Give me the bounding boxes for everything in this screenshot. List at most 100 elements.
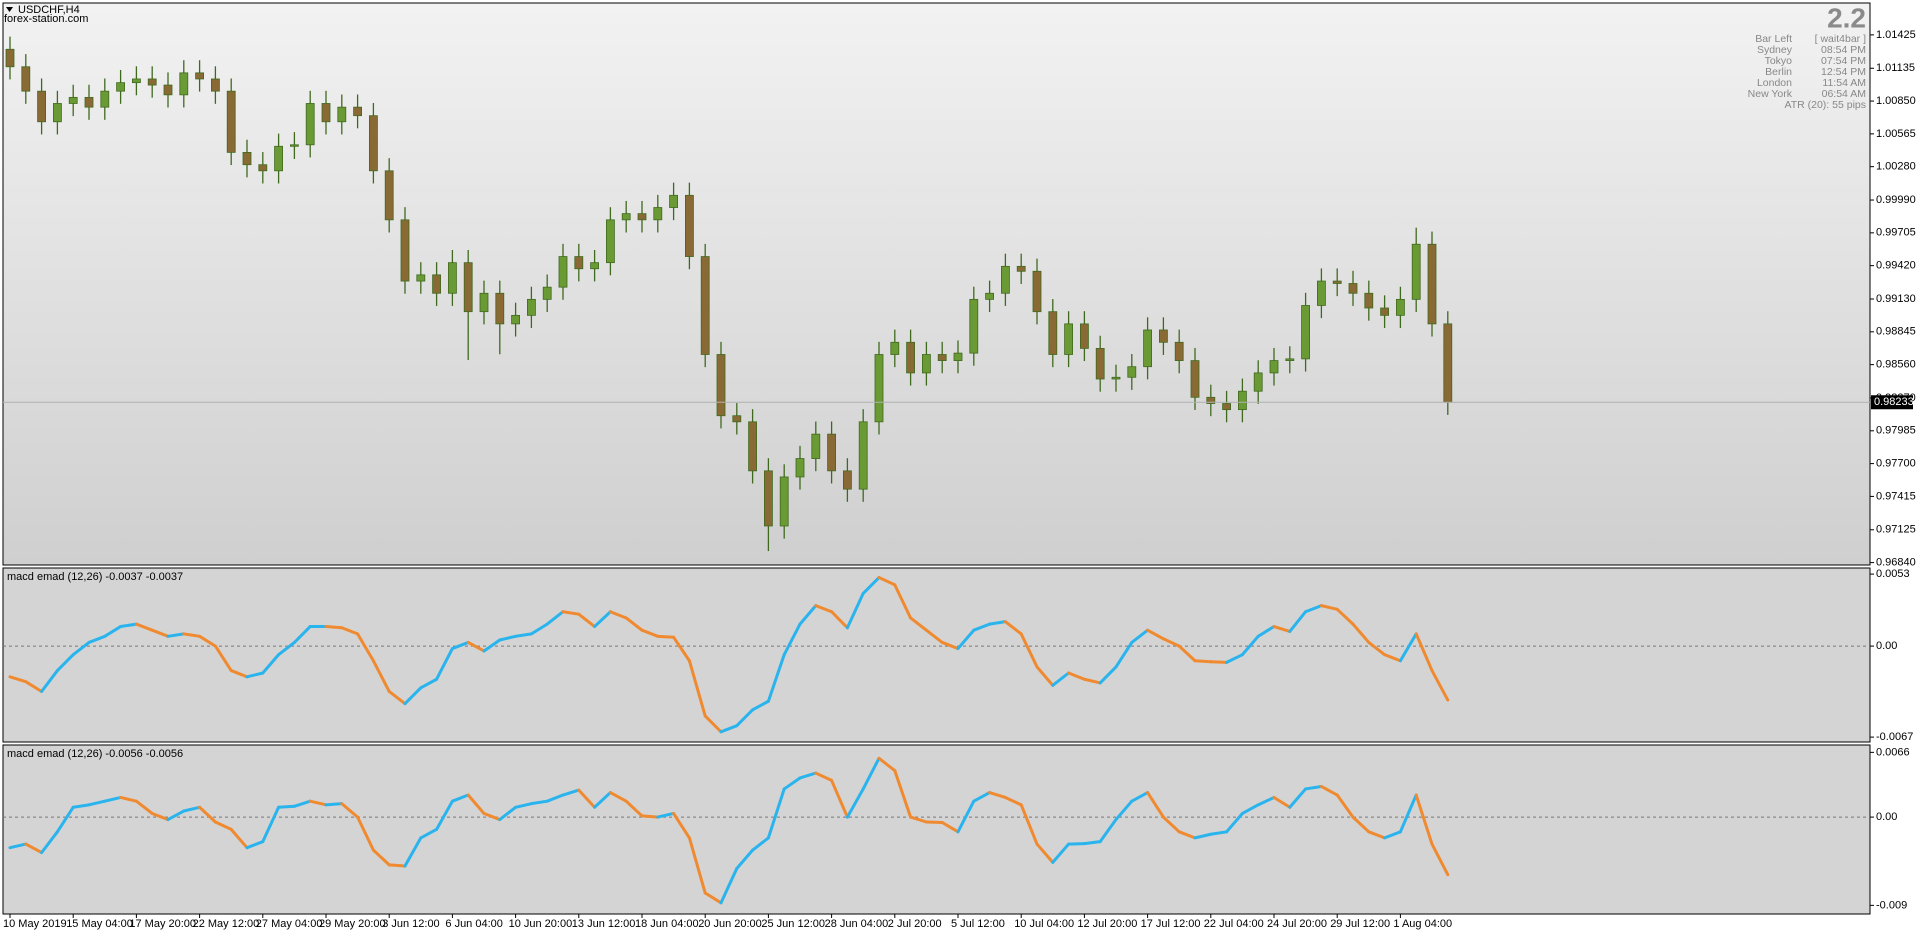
indicator-segment [308, 799, 328, 807]
candle-body [653, 207, 663, 221]
y-tick-label: 1.01425 [1876, 29, 1916, 41]
candle-body [732, 415, 742, 423]
indicator-segment [1051, 842, 1071, 864]
indicator-segment [324, 625, 344, 630]
indicator-segment [640, 814, 660, 819]
candle-body [1380, 307, 1389, 316]
indicator-segment [861, 756, 881, 791]
indicator-segment [1256, 625, 1276, 638]
indicator-segment [150, 628, 170, 638]
indicator-segment [577, 788, 597, 809]
x-tick-label: 29 Jul 12:00 [1330, 918, 1390, 930]
candle-body [353, 106, 363, 117]
y-tick-label: 0.00 [1876, 811, 1897, 823]
indicator-segment [909, 815, 928, 824]
indicator-title: macd emad (12,26) -0.0056 -0.0056 [7, 748, 183, 760]
info-label: Sydney [1757, 44, 1793, 56]
symbol: USDCHF,H4 [18, 4, 80, 16]
indicator-segment [213, 820, 233, 831]
y-tick-label: 0.97125 [1876, 524, 1916, 536]
indicator-segment [514, 802, 533, 809]
y-tick-label: 0.99705 [1876, 227, 1916, 239]
indicator-segment [119, 622, 138, 629]
candle-body [447, 262, 457, 294]
candle-body [843, 470, 852, 490]
indicator-segment [735, 708, 755, 728]
indicator-segment [735, 848, 755, 870]
candle-body [874, 354, 884, 423]
candle-body [606, 219, 615, 264]
y-tick-label: 1.01135 [1876, 62, 1915, 74]
indicator-segment [482, 811, 502, 822]
candle-body [1095, 347, 1105, 380]
x-tick-label: 22 Jul 04:00 [1204, 918, 1264, 930]
indicator-segment [371, 659, 391, 693]
y-tick-label: 0.99130 [1876, 293, 1916, 305]
candle-body [210, 78, 220, 92]
indicator-segment [814, 604, 834, 614]
indicator-segment [450, 793, 470, 803]
indicator-segment [1304, 784, 1323, 791]
indicator-segment [1193, 832, 1213, 840]
y-tick-label: 0.97985 [1876, 425, 1916, 437]
x-tick-label: 3 Jun 12:00 [382, 918, 440, 930]
candle-body [1301, 305, 1310, 360]
x-tick-label: 2 Jul 20:00 [888, 918, 942, 930]
y-tick-label: 0.99990 [1876, 194, 1916, 206]
x-tick-label: 17 Jul 12:00 [1141, 918, 1201, 930]
indicator-segment [134, 799, 154, 815]
indicator-segment [403, 686, 423, 706]
indicator-segment [861, 576, 881, 595]
indicator-segment [909, 616, 928, 632]
x-tick-label: 1 Aug 04:00 [1393, 918, 1452, 930]
indicator-segment [1304, 604, 1323, 614]
info-panel: 2.2 Bar Left [ wait4bar ] Sydney 08:54 P… [1748, 2, 1866, 110]
indicator-segment [1098, 665, 1118, 685]
info-label: Bar Left [1755, 33, 1792, 45]
candle-body [511, 314, 521, 325]
indicator-segment [972, 622, 992, 632]
menu-arrow[interactable] [6, 7, 13, 12]
indicator-segment [1114, 640, 1134, 669]
indicator-segment [1146, 791, 1165, 819]
candle-body [748, 421, 757, 472]
indicator-segment [972, 791, 992, 803]
candle-body [21, 66, 31, 92]
indicator-segment [561, 788, 581, 797]
indicator-segment [1288, 610, 1308, 633]
indicator-segment [830, 610, 849, 630]
indicator-segment [1193, 659, 1213, 664]
current-price-box [1871, 395, 1913, 410]
indicator-segment [830, 778, 849, 819]
candle-body [1317, 280, 1326, 306]
y-tick-label: 0.98845 [1876, 326, 1916, 338]
y-tick-label: 0.98560 [1876, 359, 1916, 371]
indicator-segment [1256, 795, 1276, 807]
indicator-segment [403, 836, 423, 868]
y-tick-label: 0.96840 [1876, 556, 1916, 568]
candle-body [337, 106, 347, 123]
candle-body [811, 433, 821, 459]
candle-body [116, 82, 125, 92]
indicator-segment [340, 626, 360, 636]
indicator-segment [624, 799, 644, 818]
candle-body [68, 96, 78, 104]
y-tick-label: 1.00850 [1876, 95, 1916, 107]
x-tick-label: 10 Jun 20:00 [509, 918, 573, 930]
candle-body [305, 103, 315, 146]
candle-body [463, 262, 473, 313]
info-label: Tokyo [1765, 55, 1793, 67]
indicator-segment [1272, 795, 1292, 809]
indicator-segment [245, 671, 265, 679]
candle-body [574, 256, 584, 270]
candle-body [1206, 396, 1216, 404]
indicator-panel [2, 744, 1871, 915]
indicator-segment [545, 610, 565, 626]
indicator-segment [1430, 669, 1450, 702]
candle-body [527, 298, 536, 316]
candle-body [479, 292, 489, 313]
candle-body [558, 256, 568, 288]
candle-body [1032, 270, 1042, 313]
